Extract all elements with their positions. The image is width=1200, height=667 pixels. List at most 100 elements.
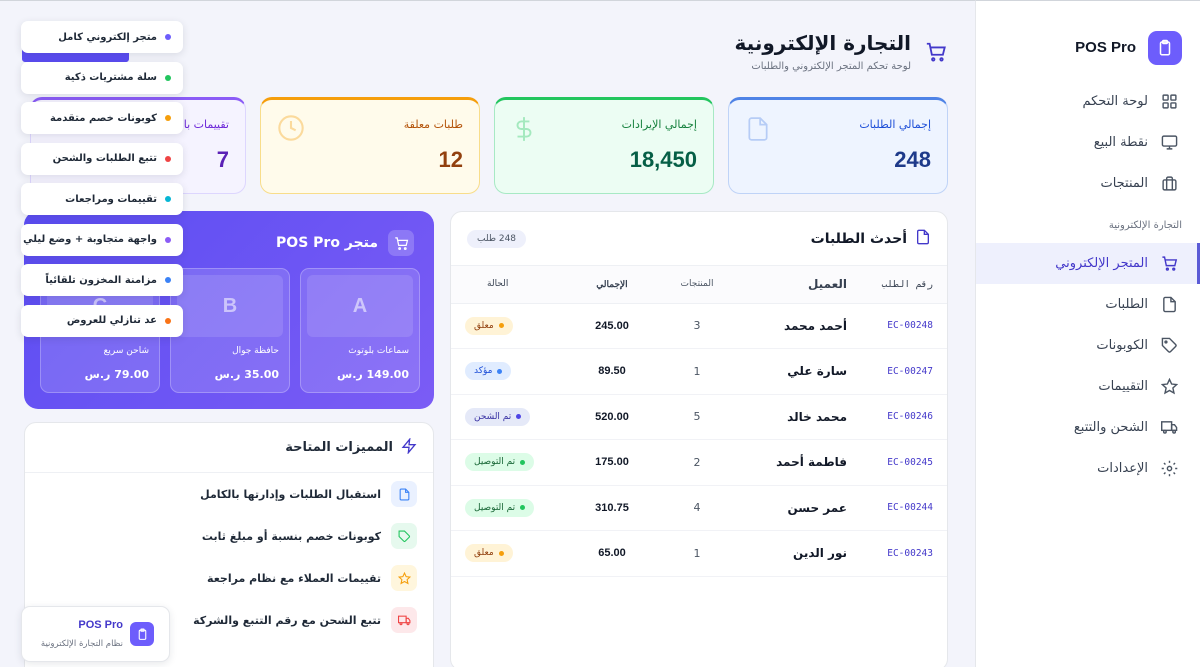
order-id[interactable]: EC-00247 xyxy=(847,348,947,395)
table-row[interactable]: EC-00245 فاطمة أحمد 2 175.00 تم التوصيل xyxy=(451,439,947,486)
table-row[interactable]: EC-00244 عمر حسن 4 310.75 تم التوصيل xyxy=(451,485,947,531)
column-header[interactable]: الإجمالي xyxy=(567,266,657,304)
file-icon xyxy=(1160,296,1178,314)
brand-name: POS Pro xyxy=(1075,39,1136,56)
feature-text: كوبونات خصم بنسبة أو مبلغ ثابت xyxy=(201,529,381,543)
floating-feature-item[interactable]: متجر إلكتروني كامل xyxy=(21,21,183,53)
stat-card-revenue: إجمالي الإيرادات 18,450 xyxy=(494,97,714,194)
floating-feature-label: واجهة متجاوبة + وضع ليلي xyxy=(23,234,157,245)
bullet-dot xyxy=(165,74,171,81)
order-total: 520.00 xyxy=(567,394,657,440)
stat-value: 248 xyxy=(894,147,931,172)
floating-feature-label: تقييمات ومراجعات xyxy=(65,193,157,205)
order-items: 1 xyxy=(657,348,737,395)
order-customer: سارة علي xyxy=(737,348,847,395)
sidebar-item-shipping[interactable]: الشحن والتتبع xyxy=(976,407,1200,448)
status-text: تم الشحن xyxy=(474,411,512,422)
clipboard-icon xyxy=(130,622,154,646)
status-text: معلق xyxy=(474,320,494,331)
mini-brand-subtitle: نظام التجارة الإلكترونية xyxy=(40,639,123,649)
order-id[interactable]: EC-00243 xyxy=(847,530,947,577)
status-badge: مؤكد xyxy=(465,362,512,381)
order-status-cell: مؤكد xyxy=(451,348,567,395)
floating-feature-item[interactable]: واجهة متجاوبة + وضع ليلي xyxy=(21,223,183,256)
floating-feature-item[interactable]: سلة مشتريات ذكية xyxy=(21,61,183,94)
sidebar-item-reviews[interactable]: التقييمات xyxy=(976,366,1200,407)
product-price: 79.00 ر.س xyxy=(84,368,149,381)
floating-feature-label: مزامنة المخزون تلقائياً xyxy=(45,274,157,286)
orders-title-text: أحدث الطلبات xyxy=(810,230,907,247)
orders-table: رقم الطلب العميل المنتجات الإجمالي الحال… xyxy=(451,266,947,577)
sidebar-item-settings[interactable]: الإعدادات xyxy=(976,448,1200,489)
column-header[interactable]: الحالة xyxy=(451,266,567,304)
product-card[interactable]: A سماعات بلوتوث 149.00 ر.س xyxy=(300,268,420,393)
floating-feature-item[interactable]: تتبع الطلبات والشحن xyxy=(21,142,183,175)
file-icon xyxy=(745,114,771,148)
main-content: التجارة الإلكترونية لوحة تحكم المتجر الإ… xyxy=(0,0,975,667)
bullet-dot xyxy=(165,34,171,40)
gear-icon xyxy=(1160,460,1178,478)
order-customer: محمد خالد xyxy=(737,394,847,440)
table-row[interactable]: EC-00243 نور الدين 1 65.00 معلق xyxy=(451,530,947,577)
recent-orders-card: أحدث الطلبات 248 طلب رقم الطلب العميل ال… xyxy=(450,211,948,667)
order-id[interactable]: EC-00244 xyxy=(847,485,947,531)
stat-card-pending: طلبات معلقة 12 xyxy=(260,97,480,194)
sidebar: POS Pro لوحة التحكم نقطة البيع المنتجات … xyxy=(975,0,1200,667)
mini-brand-name: POS Pro xyxy=(78,619,123,631)
floating-feature-item[interactable]: تقييمات ومراجعات xyxy=(21,183,183,215)
sidebar-item-dashboard[interactable]: لوحة التحكم xyxy=(976,81,1200,122)
status-text: معلق xyxy=(474,548,494,559)
page-header: التجارة الإلكترونية لوحة تحكم المتجر الإ… xyxy=(735,31,947,72)
table-row[interactable]: EC-00246 محمد خالد 5 520.00 تم الشحن xyxy=(451,394,947,440)
product-name: سماعات بلوتوث xyxy=(348,346,409,356)
floating-feature-item[interactable]: مزامنة المخزون تلقائياً xyxy=(21,264,183,296)
product-thumbnail: A xyxy=(307,275,413,337)
column-header[interactable]: العميل xyxy=(737,266,847,304)
feature-text: تقييمات العملاء مع نظام مراجعة xyxy=(207,571,381,585)
order-id[interactable]: EC-00248 xyxy=(847,303,947,349)
bullet-dot xyxy=(165,196,171,202)
feature-text: استقبال الطلبات وإدارتها بالكامل xyxy=(200,487,381,501)
order-items: 3 xyxy=(657,303,737,349)
sidebar-item-orders[interactable]: الطلبات xyxy=(976,284,1200,325)
briefcase-icon xyxy=(1160,175,1178,193)
order-id[interactable]: EC-00245 xyxy=(847,439,947,486)
sidebar-item-label: لوحة التحكم xyxy=(1082,94,1148,109)
sidebar-item-label: الطلبات xyxy=(1105,297,1148,312)
order-id[interactable]: EC-00246 xyxy=(847,394,947,440)
floating-feature-label: سلة مشتريات ذكية xyxy=(64,72,157,83)
status-dot xyxy=(498,323,504,329)
product-price: 149.00 ر.س xyxy=(337,368,409,381)
table-row[interactable]: EC-00248 أحمد محمد 3 245.00 معلق xyxy=(451,303,947,349)
status-dot xyxy=(516,414,522,420)
lightning-icon xyxy=(401,436,417,458)
floating-feature-item[interactable]: عد تنازلي للعروض xyxy=(21,304,183,337)
grid-icon xyxy=(1160,93,1178,111)
product-card[interactable]: B حافظة جوال 35.00 ر.س xyxy=(170,268,290,393)
stat-label: إجمالي الإيرادات xyxy=(621,118,697,131)
order-status-cell: تم الشحن xyxy=(451,394,567,440)
column-header[interactable]: المنتجات xyxy=(657,266,737,304)
orders-count-badge: 248 طلب xyxy=(467,229,527,248)
page-subtitle: لوحة تحكم المتجر الإلكتروني والطلبات xyxy=(751,61,911,72)
mini-brand-card[interactable]: POS Pro نظام التجارة الإلكترونية xyxy=(21,606,170,662)
sidebar-item-coupons[interactable]: الكوبونات xyxy=(976,325,1200,366)
clock-icon xyxy=(277,114,305,146)
brand[interactable]: POS Pro xyxy=(976,1,1200,75)
sidebar-item-store[interactable]: المتجر الإلكتروني xyxy=(976,243,1200,284)
cart-icon xyxy=(1160,255,1178,273)
order-customer: نور الدين xyxy=(737,530,847,577)
orders-header: أحدث الطلبات 248 طلب xyxy=(451,212,947,266)
order-items: 2 xyxy=(657,439,737,486)
bullet-dot xyxy=(165,236,171,243)
floating-feature-label: كوبونات خصم متقدمة xyxy=(49,112,157,124)
stat-value: 12 xyxy=(438,147,463,172)
column-header[interactable]: رقم الطلب xyxy=(847,266,947,304)
product-price: 35.00 ر.س xyxy=(214,368,279,381)
sidebar-ecom-nav: المتجر الإلكتروني الطلبات الكوبونات التق… xyxy=(976,243,1200,489)
status-dot xyxy=(497,368,503,374)
floating-feature-item[interactable]: كوبونات خصم متقدمة xyxy=(21,102,183,134)
sidebar-item-products[interactable]: المنتجات xyxy=(976,163,1200,204)
table-row[interactable]: EC-00247 سارة علي 1 89.50 مؤكد xyxy=(451,348,947,395)
sidebar-item-pos[interactable]: نقطة البيع xyxy=(976,122,1200,163)
